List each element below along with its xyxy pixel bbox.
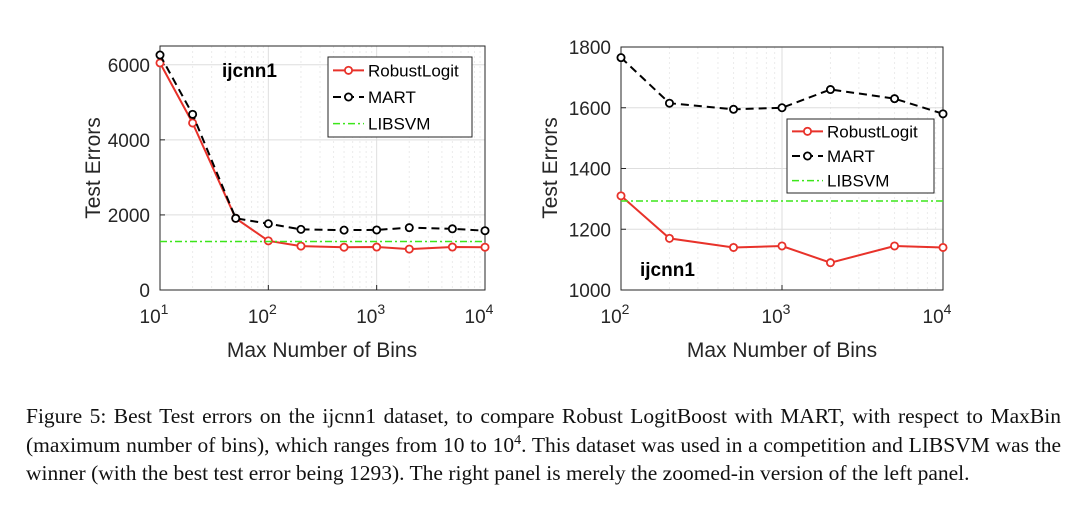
legend-marker-robustlogit	[343, 65, 353, 75]
legend-label-libsvm: LIBSVM	[368, 115, 430, 134]
inset-label: ijcnn1	[640, 260, 695, 281]
y-axis-label: Test Errors	[539, 117, 562, 219]
caption-text-after: . This dataset was used in a competition…	[26, 432, 1061, 486]
data-point-robustlogit	[480, 242, 490, 252]
chart-panel-2: 102 103 104 1000 1200 1400 1600 1800 ijcnn1 Robus…	[539, 38, 952, 362]
chart-panel-1: 101 102 103 104 0 2000 4000 6000 ijcnn1 RobustLog…	[82, 45, 494, 362]
legend-marker-mart	[803, 151, 813, 161]
x-axis-label: Max Number of Bins	[227, 339, 417, 362]
data-point-robustlogit	[616, 191, 626, 201]
data-point-mart	[938, 109, 948, 119]
x-tick-label: 102	[601, 301, 630, 328]
x-axis-label: Max Number of Bins	[687, 339, 877, 362]
legend-label-robustlogit: RobustLogit	[368, 61, 459, 80]
figure: 101 102 103 104 0 2000 4000 6000 ijcnn1 RobustLog…	[82, 38, 952, 362]
y-tick-label: 1800	[569, 38, 611, 59]
legend-label-robustlogit: RobustLogit	[827, 122, 918, 141]
y-tick-label: 1200	[569, 220, 611, 241]
data-point-robustlogit	[938, 242, 948, 252]
data-point-robustlogit	[729, 242, 739, 252]
legend: RobustLogit MART LIBSVM	[327, 56, 473, 138]
legend-label-mart: MART	[827, 147, 875, 166]
data-point-mart	[664, 98, 674, 108]
y-tick-label: 6000	[108, 56, 150, 77]
data-point-mart	[616, 53, 626, 63]
y-tick-label: 2000	[108, 206, 150, 227]
data-point-mart	[480, 226, 490, 236]
legend-label-mart: MART	[368, 88, 416, 107]
legend: RobustLogit MART LIBSVM	[786, 118, 935, 194]
data-point-mart	[231, 213, 241, 223]
data-point-robustlogit	[890, 241, 900, 251]
series-line-mart	[159, 54, 486, 232]
data-point-mart	[777, 103, 787, 113]
data-point-mart	[372, 225, 382, 235]
x-tick-label: 103	[762, 301, 791, 328]
legend-label-libsvm: LIBSVM	[827, 172, 889, 191]
plot-area-frame	[159, 45, 486, 291]
x-tick-label: 101	[140, 301, 169, 328]
data-point-mart	[339, 225, 349, 235]
data-point-mart	[447, 224, 457, 234]
data-point-mart	[263, 219, 273, 229]
x-tick-label: 103	[356, 301, 385, 328]
y-tick-label: 1000	[569, 281, 611, 302]
data-point-robustlogit	[777, 241, 787, 251]
y-tick-label: 1600	[569, 99, 611, 120]
caption-text-before: Figure 5: Best Test errors on the ijcnn1…	[26, 404, 1061, 457]
data-point-mart	[188, 109, 198, 119]
data-point-mart	[825, 85, 835, 95]
data-point-mart	[890, 94, 900, 104]
plot-area-frame	[620, 46, 944, 291]
x-tick-label: 104	[923, 301, 952, 328]
data-point-robustlogit	[296, 241, 306, 251]
data-point-mart	[404, 223, 414, 233]
data-point-robustlogit	[339, 242, 349, 252]
data-point-robustlogit	[825, 258, 835, 268]
caption-superscript: 4	[514, 432, 522, 448]
legend-marker-robustlogit	[803, 126, 813, 136]
data-point-robustlogit	[188, 118, 198, 128]
data-point-robustlogit	[372, 242, 382, 252]
y-tick-label: 4000	[108, 131, 150, 152]
legend-marker-mart	[343, 92, 353, 102]
data-point-robustlogit	[404, 244, 414, 254]
data-point-mart	[155, 50, 165, 60]
data-point-robustlogit	[447, 242, 457, 252]
y-tick-label: 1400	[569, 160, 611, 181]
figure-caption: Figure 5: Best Test errors on the ijcnn1…	[26, 402, 1061, 488]
data-point-robustlogit	[664, 233, 674, 243]
series-line-robustlogit	[159, 62, 486, 251]
data-point-mart	[296, 224, 306, 234]
y-tick-label: 0	[139, 281, 150, 302]
y-axis-label: Test Errors	[82, 117, 105, 219]
x-tick-label: 102	[248, 301, 277, 328]
data-point-mart	[729, 104, 739, 114]
x-tick-label: 104	[465, 301, 494, 328]
inset-label: ijcnn1	[222, 61, 277, 82]
